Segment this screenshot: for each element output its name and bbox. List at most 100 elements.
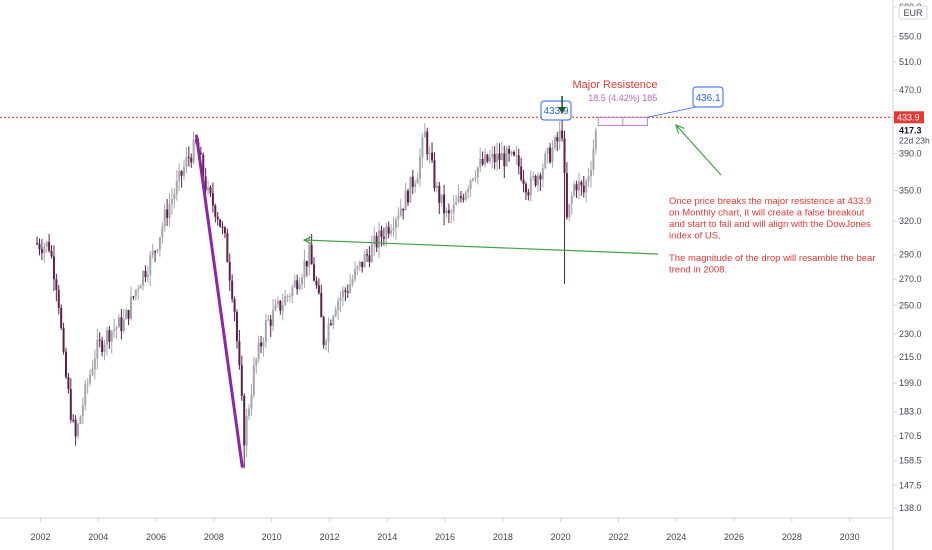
price-tick-label: 158.5	[899, 456, 922, 466]
candle	[115, 325, 118, 339]
candle	[481, 151, 484, 167]
candle	[594, 127, 597, 155]
candle	[517, 148, 520, 175]
candle	[117, 314, 120, 328]
price-tick-label: 320.0	[899, 216, 922, 226]
candle	[447, 203, 450, 224]
time-tick-label: 2022	[608, 532, 628, 542]
major-resistance-title: Major Resistence	[573, 79, 658, 91]
candle	[168, 193, 171, 227]
candle	[363, 250, 366, 268]
green-arrow-to-resistance[interactable]	[675, 123, 722, 176]
time-tick-label: 2024	[666, 532, 686, 542]
candle	[113, 318, 116, 338]
candle	[351, 274, 354, 288]
candle	[96, 328, 99, 370]
candle	[211, 182, 214, 213]
candle	[385, 222, 388, 247]
candle	[108, 325, 111, 349]
time-tick-label: 2012	[319, 532, 339, 542]
candle	[272, 299, 275, 332]
candle	[86, 378, 89, 395]
candle	[62, 322, 65, 355]
candle	[457, 184, 460, 204]
candle	[334, 306, 337, 318]
time-tick-label: 2002	[30, 532, 50, 542]
callout-436-connector	[647, 106, 697, 118]
time-axis[interactable]: 2002 2004 2006 2008 2010 2012 2014 2016 2018 2020…	[0, 517, 893, 542]
candle	[508, 145, 511, 162]
candle	[541, 163, 544, 188]
bear-trend-line[interactable]	[195, 134, 244, 468]
candle	[582, 176, 585, 198]
candle	[546, 146, 549, 164]
candle	[74, 415, 77, 446]
candle	[486, 153, 489, 164]
resistance-price-tag-label: 433.9	[897, 112, 920, 122]
candle	[332, 314, 335, 329]
candle	[98, 332, 101, 348]
candle	[204, 168, 207, 195]
candle	[52, 245, 55, 291]
candle	[479, 147, 482, 173]
candle	[67, 372, 70, 394]
candle	[539, 172, 542, 191]
candle	[428, 145, 431, 164]
candle	[361, 261, 364, 273]
price-tick-label: 290.0	[899, 250, 922, 260]
candle	[496, 142, 499, 171]
candle	[122, 308, 125, 334]
callout-433-box[interactable]	[540, 100, 572, 121]
candle	[491, 145, 494, 169]
candle	[510, 150, 513, 157]
candle	[243, 393, 246, 469]
candle	[89, 369, 92, 387]
currency-badge[interactable]	[898, 5, 928, 20]
note-line: and start to fall and will align with th…	[669, 219, 871, 230]
candle	[228, 253, 231, 291]
price-axis[interactable]: 138.0 147.5 158.5 170.5 183.0 199.0 215.0 230.0…	[892, 0, 922, 550]
price-tick-label: 550.0	[899, 31, 922, 41]
note-line: Once price breaks the major resistence a…	[669, 196, 871, 207]
candle	[219, 219, 222, 228]
candle	[433, 152, 436, 192]
green-arrow-to-2008[interactable]	[302, 235, 659, 255]
candle	[390, 224, 393, 237]
note-line: index of US.	[669, 231, 721, 242]
candle	[587, 167, 590, 188]
current-price-label: 417.3	[899, 126, 922, 136]
candle	[250, 383, 253, 417]
candle	[156, 248, 159, 254]
candle	[414, 180, 417, 193]
candle	[573, 180, 576, 198]
callout-436-box[interactable]	[692, 86, 724, 108]
time-tick-label: 2004	[88, 532, 108, 542]
price-tick-label: 147.5	[899, 480, 922, 490]
candle	[313, 257, 316, 282]
candle	[303, 249, 306, 289]
candle	[416, 172, 419, 184]
price-tick-label: 270.0	[899, 274, 922, 284]
candle	[529, 170, 532, 202]
measure-label: 18.5 (4.42%) 185	[588, 93, 657, 103]
candle	[426, 127, 429, 161]
candle	[291, 284, 294, 304]
candle	[549, 142, 552, 164]
price-tick-label: 183.0	[899, 407, 922, 417]
candle	[260, 335, 263, 354]
candle	[72, 414, 75, 423]
time-tick-label: 2026	[724, 532, 744, 542]
candle	[101, 336, 104, 357]
candle	[180, 170, 183, 188]
candle	[329, 319, 332, 327]
candle	[288, 293, 291, 303]
candle	[387, 221, 390, 239]
candle	[125, 307, 128, 320]
candle	[322, 315, 325, 349]
note-drop-text: The magnitude of the drop will resamble …	[669, 253, 875, 276]
candle	[498, 143, 501, 169]
candle	[223, 226, 226, 239]
candle	[476, 166, 479, 185]
candle	[281, 293, 284, 321]
